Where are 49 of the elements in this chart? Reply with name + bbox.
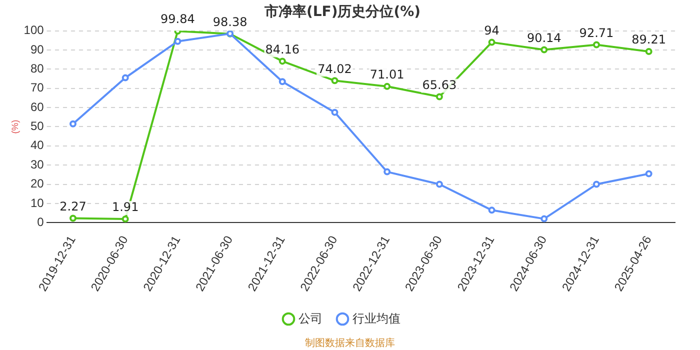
point: [384, 82, 391, 90]
y-tick-label: 70: [30, 80, 44, 95]
y-tick-label: 50: [30, 119, 44, 134]
point: [69, 214, 76, 222]
y-tick-label: 90: [30, 42, 44, 56]
y-tick-label: 20: [30, 176, 44, 191]
y-tick-label: 100: [24, 23, 44, 38]
point: [174, 38, 182, 45]
data-label: 94: [484, 23, 500, 38]
data-label: 74.02: [318, 62, 352, 76]
point: [278, 78, 286, 86]
point: [436, 180, 443, 188]
point: [540, 46, 548, 54]
point: [488, 206, 496, 214]
y-tick-label: 40: [30, 138, 44, 152]
data-label: 89.21: [632, 32, 666, 47]
point: [331, 108, 338, 116]
point: [592, 180, 600, 188]
text: 制图数据来自数据库: [304, 336, 396, 350]
point: [645, 170, 652, 178]
data-label: 92.71: [579, 26, 614, 40]
point: [278, 58, 286, 65]
data-label: 2.27: [60, 199, 86, 214]
data-label: 90.14: [526, 30, 562, 45]
y-tick-label: 80: [30, 61, 44, 76]
point: [592, 41, 600, 48]
data-label: 65.63: [422, 78, 457, 92]
point: [436, 93, 443, 100]
y-axis-title: (%): [10, 120, 20, 134]
data-label: 99.84: [160, 12, 195, 26]
point: [122, 215, 129, 222]
y-tick-label: 30: [30, 157, 44, 172]
data-label: 1.91: [112, 200, 139, 214]
data-label: 84.16: [265, 42, 300, 56]
point: [645, 48, 652, 55]
point: [69, 120, 76, 128]
point: [122, 74, 129, 82]
point: [540, 215, 548, 222]
legend-label: 公司: [298, 311, 322, 326]
y-tick-label: 60: [30, 100, 44, 114]
legend-label: 行业均值: [352, 311, 400, 326]
data-label: 98.38: [212, 15, 248, 30]
point: [331, 77, 338, 84]
y-tick-label: 10: [30, 196, 44, 210]
point: [488, 38, 496, 46]
point: [384, 168, 391, 176]
y-tick-label: 0: [37, 214, 44, 229]
chart-title: 市净率(LF)历史分位(%): [263, 3, 421, 20]
data-label: 71.01: [370, 68, 404, 82]
